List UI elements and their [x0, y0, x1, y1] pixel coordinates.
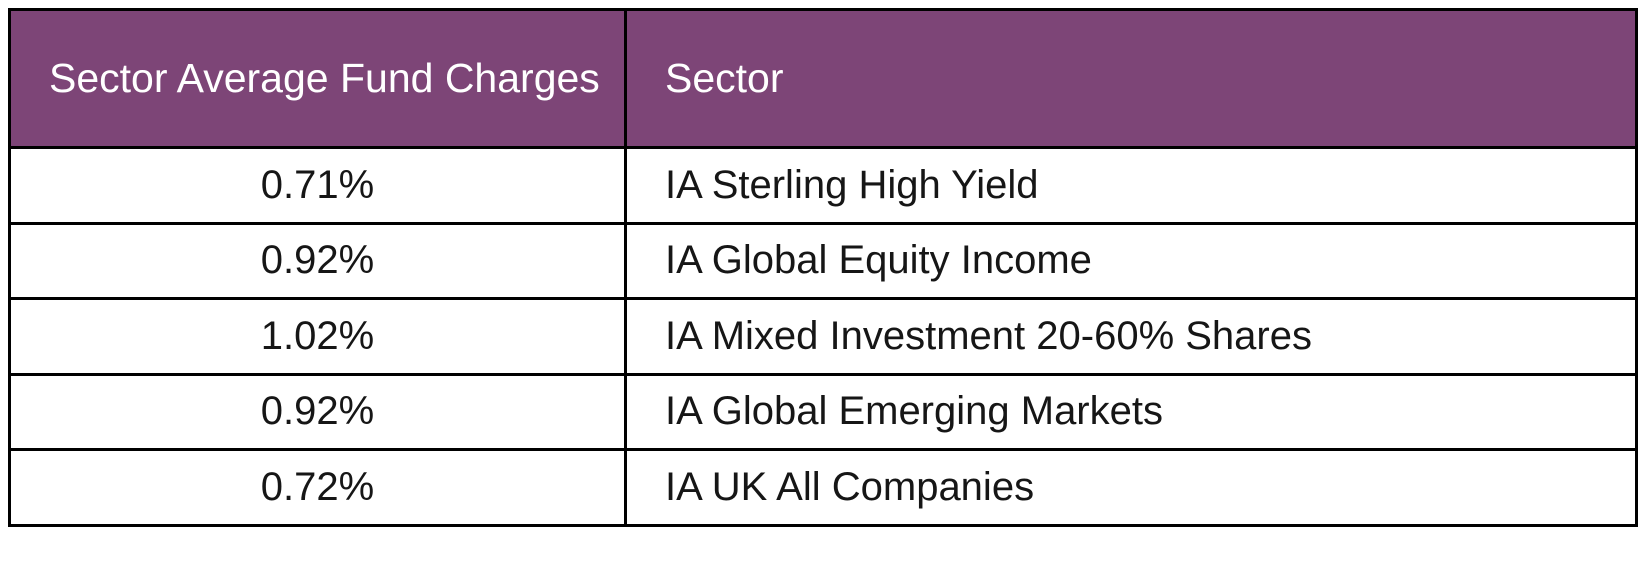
sector-average-fund-charges-table: Sector Average Fund Charges Sector 0.71%…	[8, 8, 1638, 527]
charge-value: 0.92%	[8, 372, 627, 451]
table-row: 0.72% IA UK All Companies	[8, 448, 1638, 527]
header-cell-sector: Sector	[624, 8, 1638, 149]
table-row: 1.02% IA Mixed Investment 20-60% Shares	[8, 297, 1638, 376]
table-row: 0.92% IA Global Equity Income	[8, 221, 1638, 300]
charge-value: 0.92%	[8, 221, 627, 300]
sector-name: IA UK All Companies	[624, 448, 1638, 527]
charge-value: 0.72%	[8, 448, 627, 527]
charge-value: 0.71%	[8, 146, 627, 225]
table-header-row: Sector Average Fund Charges Sector	[8, 8, 1638, 149]
sector-name: IA Global Emerging Markets	[624, 372, 1638, 451]
sector-name: IA Mixed Investment 20-60% Shares	[624, 297, 1638, 376]
table-row: 0.92% IA Global Emerging Markets	[8, 372, 1638, 451]
table-row: 0.71% IA Sterling High Yield	[8, 146, 1638, 225]
sector-name: IA Global Equity Income	[624, 221, 1638, 300]
sector-name: IA Sterling High Yield	[624, 146, 1638, 225]
charge-value: 1.02%	[8, 297, 627, 376]
header-cell-charges: Sector Average Fund Charges	[8, 8, 627, 149]
